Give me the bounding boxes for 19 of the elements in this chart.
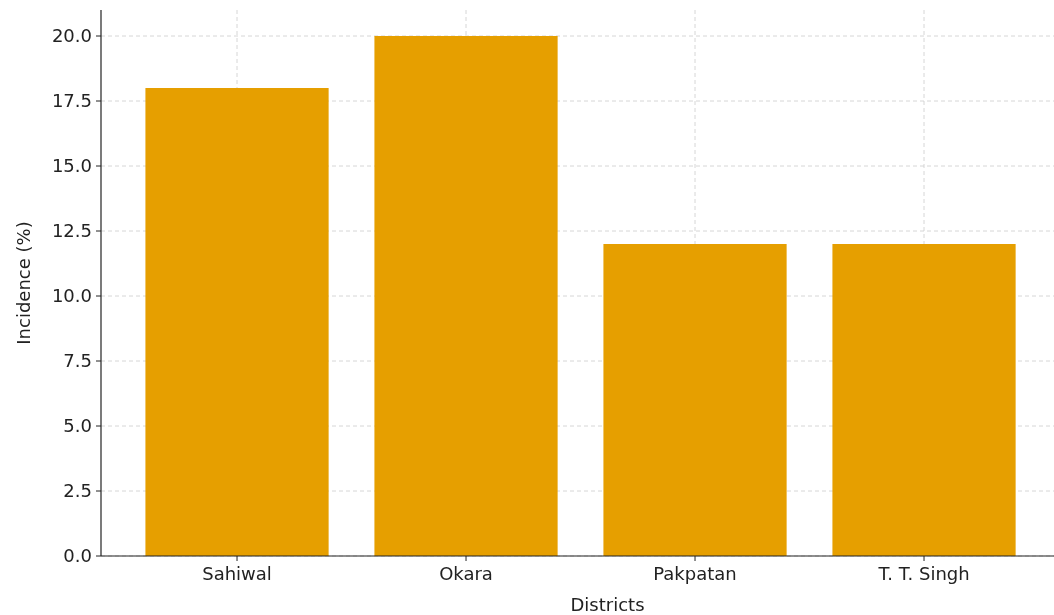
y-tick-label: 17.5 [51,90,92,112]
y-tick-label: 12.5 [51,220,92,242]
y-axis-title: Incidence (%) [13,221,34,345]
y-tick-label: 5.0 [63,415,92,437]
x-tick-label: Pakpatan [653,563,737,584]
y-tick-label: 15.0 [51,155,92,177]
bar [832,244,1016,556]
x-tick-label: Sahiwal [202,563,272,584]
y-tick-label: 20.0 [51,25,92,47]
y-tick-label: 10.0 [51,285,92,307]
bar [145,88,329,556]
x-tick-label: Okara [439,563,493,584]
y-tick-label: 0.0 [63,545,92,567]
y-tick-label: 2.5 [63,480,92,502]
x-tick-label: T. T. Singh [877,563,970,584]
y-tick-label: 7.5 [63,350,92,372]
bar [374,36,558,556]
bar [603,244,787,556]
x-axis-title: Districts [570,594,645,615]
